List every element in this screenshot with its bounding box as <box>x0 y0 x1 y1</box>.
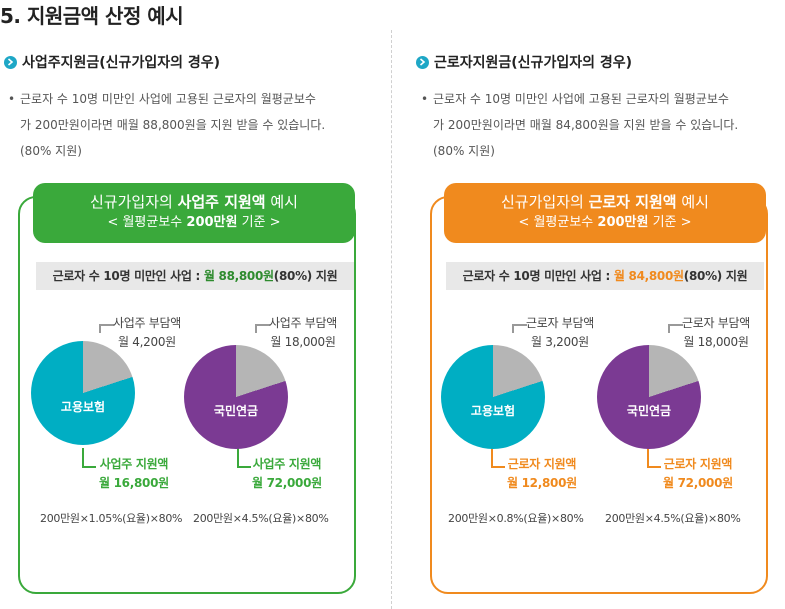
support-callout: 근로자 지원액 월 12,800원 <box>507 455 577 493</box>
pie-label: 고용보험 <box>470 404 516 418</box>
section-heading: 근로자지원금(신규가입자의 경우) <box>416 52 632 72</box>
burden-title: 근로자 부담액 <box>682 316 750 330</box>
burden-callout: 사업주 부담액 월 4,200원 <box>113 314 181 352</box>
banner-sub-text: 기준 > <box>237 215 281 230</box>
pie-label: 국민연금 <box>626 404 672 418</box>
support-amount: 월 16,800원 <box>99 476 169 490</box>
support-summary: 근로자 수 10명 미만인 사업 : 월 88,800원(80%) 지원 <box>36 262 354 290</box>
banner-sub-text: < 월평균보수 <box>518 215 598 230</box>
callout-lines <box>491 324 683 468</box>
support-title: 사업주 지원액 <box>99 457 169 471</box>
chevron-right-icon <box>416 55 429 69</box>
example-banner: 신규가입자의 사업주 지원액 예시 < 월평균보수 200만원 기준 > <box>33 183 355 243</box>
burden-callout: 사업주 부담액 월 18,000원 <box>269 314 337 352</box>
support-summary: 근로자 수 10명 미만인 사업 : 월 84,800원(80%) 지원 <box>446 262 764 290</box>
formula: 200만원×4.5%(요율)×80% <box>193 512 329 525</box>
example-banner: 신규가입자의 근로자 지원액 예시 < 월평균보수 200만원 기준 > <box>444 183 766 243</box>
banner-text: 신규가입자의 <box>90 193 178 211</box>
support-callout: 사업주 지원액 월 72,000원 <box>252 455 322 493</box>
description-line: 가 200만원이라면 매월 84,800원을 지원 받을 수 있습니다. <box>433 118 739 132</box>
pie-employment-insurance <box>31 341 135 445</box>
support-callout: 근로자 지원액 월 72,000원 <box>663 455 733 493</box>
summary-text: (80%) 지원 <box>683 269 748 283</box>
support-title: 사업주 지원액 <box>252 457 322 471</box>
summary-text: 근로자 수 10명 미만인 사업 : <box>52 269 204 283</box>
pie-employment-insurance <box>441 345 545 449</box>
summary-text: 근로자 수 10명 미만인 사업 : <box>462 269 614 283</box>
section-heading: 사업주지원금(신규가입자의 경우) <box>4 52 220 72</box>
banner-sub-highlight: 200만원 <box>186 215 238 230</box>
burden-title: 근로자 부담액 <box>526 316 594 330</box>
support-callout: 사업주 지원액 월 16,800원 <box>99 455 169 493</box>
banner-text: 예시 <box>676 193 709 211</box>
section-heading-text: 근로자지원금(신규가입자의 경우) <box>434 55 632 71</box>
page-title: 5. 지원금액 산정 예시 <box>0 4 184 28</box>
burden-title: 사업주 부담액 <box>269 316 337 330</box>
bullet-dot: • <box>8 92 16 106</box>
banner-text: 예시 <box>265 193 298 211</box>
burden-callout: 근로자 부담액 월 18,000원 <box>682 314 750 352</box>
burden-title: 사업주 부담액 <box>113 316 181 330</box>
support-title: 근로자 지원액 <box>663 457 733 471</box>
support-amount: 월 72,000원 <box>252 476 322 490</box>
chevron-right-icon <box>4 55 17 69</box>
support-amount: 월 12,800원 <box>507 476 577 490</box>
description-line: (80% 지원) <box>433 144 495 158</box>
pie-label: 고용보험 <box>60 400 106 414</box>
banner-sub-text: 기준 > <box>648 215 692 230</box>
callout-lines <box>82 324 270 468</box>
summary-highlight: 월 88,800원 <box>203 269 274 283</box>
description-line: 근로자 수 10명 미만인 사업에 고용된 근로자의 월평균보수 <box>433 92 729 106</box>
column-divider <box>391 30 392 609</box>
banner-highlight: 근로자 지원액 <box>588 193 677 211</box>
formula: 200만원×4.5%(요율)×80% <box>605 512 741 525</box>
description-line: (80% 지원) <box>20 144 82 158</box>
formula: 200만원×0.8%(요율)×80% <box>448 512 584 525</box>
banner-sub-text: < 월평균보수 <box>107 215 187 230</box>
burden-amount: 월 3,200원 <box>531 335 589 349</box>
description-line: 가 200만원이라면 매월 88,800원을 지원 받을 수 있습니다. <box>20 118 326 132</box>
support-amount: 월 72,000원 <box>663 476 733 490</box>
employer-support-section: 사업주지원금(신규가입자의 경우) • 근로자 수 10명 미만인 사업에 고용… <box>0 0 392 609</box>
pie-national-pension <box>184 345 288 449</box>
description-line: 근로자 수 10명 미만인 사업에 고용된 근로자의 월평균보수 <box>20 92 316 106</box>
banner-text: 신규가입자의 <box>501 193 589 211</box>
burden-amount: 월 18,000원 <box>683 335 749 349</box>
burden-amount: 월 4,200원 <box>118 335 176 349</box>
bullet-dot: • <box>421 92 429 106</box>
burden-amount: 월 18,000원 <box>270 335 336 349</box>
pie-label: 국민연금 <box>213 404 259 418</box>
pie-national-pension <box>597 345 701 449</box>
formula: 200만원×1.05%(요율)×80% <box>40 512 183 525</box>
support-title: 근로자 지원액 <box>507 457 577 471</box>
banner-sub-highlight: 200만원 <box>597 215 649 230</box>
summary-text: (80%) 지원 <box>273 269 338 283</box>
worker-support-section: 근로자지원금(신규가입자의 경우) • 근로자 수 10명 미만인 사업에 고용… <box>393 0 785 609</box>
section-heading-text: 사업주지원금(신규가입자의 경우) <box>22 55 220 71</box>
burden-callout: 근로자 부담액 월 3,200원 <box>526 314 594 352</box>
banner-highlight: 사업주 지원액 <box>177 193 266 211</box>
summary-highlight: 월 84,800원 <box>613 269 684 283</box>
